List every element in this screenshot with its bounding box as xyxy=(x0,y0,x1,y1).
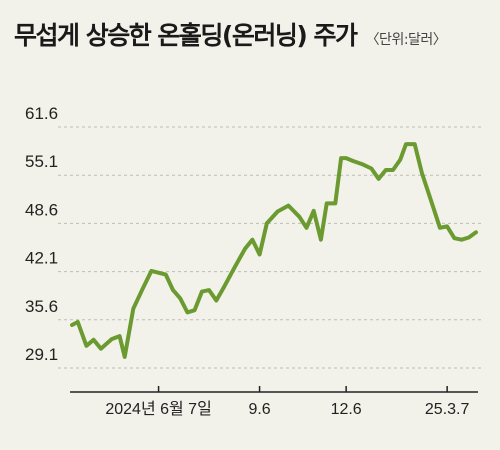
chart-title: 무섭게 상승한 온홀딩(온러닝) 주가 xyxy=(14,21,358,50)
x-tick-label: 25.3.7 xyxy=(425,401,470,418)
y-tick-label: 42.1 xyxy=(25,249,58,268)
x-tick-label: 2024년 6월 7일 xyxy=(105,400,211,418)
y-tick-label: 29.1 xyxy=(25,345,58,364)
chart-unit-label: 〈단위:달러〉 xyxy=(365,32,447,48)
x-axis-ticks: 2024년 6월 7일 9.6 12.6 25.3.7 xyxy=(105,386,469,418)
x-tick-label: 9.6 xyxy=(248,401,270,418)
price-line xyxy=(70,142,478,359)
y-tick-label: 61.6 xyxy=(25,104,58,123)
title-row: 무섭게 상승한 온홀딩(온러닝) 주가 〈단위:달러〉 xyxy=(14,16,447,52)
x-tick-label: 12.6 xyxy=(331,401,362,418)
y-axis-ticks: 61.6 55.1 48.6 42.1 35.6 29.1 xyxy=(25,104,58,364)
price-series xyxy=(70,142,478,359)
grid-lines xyxy=(58,126,484,369)
y-tick-label: 35.6 xyxy=(25,297,58,316)
y-tick-label: 48.6 xyxy=(25,200,58,219)
y-tick-label: 55.1 xyxy=(25,152,58,171)
